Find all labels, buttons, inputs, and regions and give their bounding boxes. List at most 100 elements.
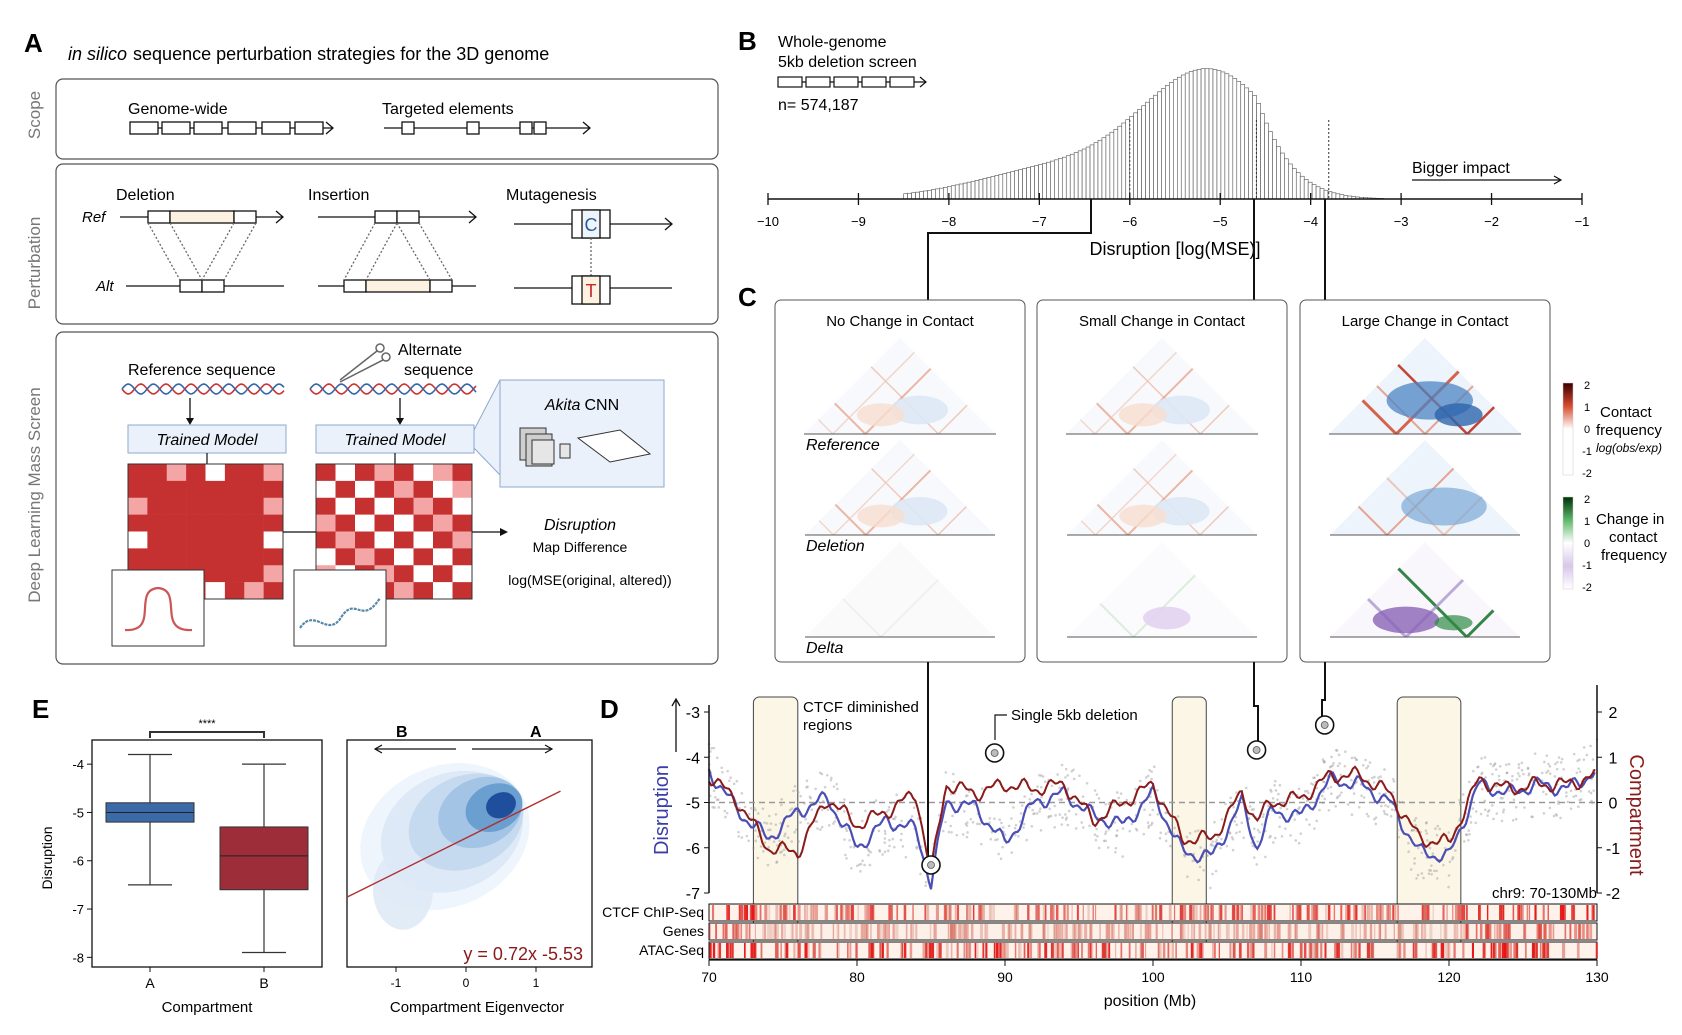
deletion-point — [1262, 813, 1265, 816]
track-signal — [909, 943, 912, 958]
single-deletion-pointer — [994, 714, 1007, 740]
deletion-point — [1585, 753, 1589, 757]
track-signal — [836, 943, 840, 958]
track-signal — [1346, 905, 1350, 920]
track-signal — [804, 943, 808, 958]
track-signal — [781, 924, 784, 939]
deletion-point — [1334, 748, 1338, 752]
compartment-line — [708, 765, 1596, 872]
deletion-point — [759, 845, 763, 848]
track-signal — [1076, 943, 1078, 958]
deletion-point — [823, 785, 827, 789]
deletion-point — [772, 840, 776, 843]
deletion-point — [1344, 750, 1347, 753]
deletion-point — [1569, 789, 1573, 793]
contact-streak — [1357, 505, 1388, 536]
d-ylabel-left: Disruption — [651, 765, 673, 855]
panel-letter-a: A — [24, 28, 43, 58]
row-label-scope: Scope — [25, 91, 44, 139]
track-signal — [872, 943, 874, 958]
deletion-point — [1146, 821, 1150, 824]
track-signal — [1027, 943, 1030, 958]
track-signal — [1576, 943, 1580, 958]
deletion-point — [1209, 843, 1213, 847]
deletion-point — [1527, 773, 1531, 777]
track-signal — [804, 905, 806, 920]
deletion-point — [859, 862, 863, 866]
deletion-point — [1220, 837, 1223, 841]
row-label-perturbation: Perturbation — [25, 217, 44, 310]
contact-map-cell — [147, 514, 168, 532]
contact-map-cell — [374, 480, 395, 499]
track-signal — [1548, 924, 1552, 939]
cb2-title-1: Change in — [1596, 511, 1664, 528]
akita-rest: CNN — [584, 397, 619, 414]
track-signal — [1071, 943, 1075, 958]
track-signal — [1114, 905, 1117, 920]
contact-map-cell — [433, 582, 453, 600]
deletion-point — [1323, 780, 1326, 784]
dna-strand — [121, 383, 285, 395]
track-signal — [1239, 943, 1242, 958]
track-signal — [727, 943, 730, 958]
hist-bar — [1065, 155, 1071, 200]
deletion-point — [749, 806, 753, 810]
track-signal — [1158, 943, 1161, 958]
track-signal — [1291, 943, 1294, 958]
deletion-point — [1467, 838, 1470, 842]
deletion-point — [1382, 809, 1386, 813]
track-signal — [1028, 943, 1030, 958]
deletion-point — [1579, 798, 1583, 801]
track-signal — [1065, 924, 1068, 939]
deletion-point — [1577, 805, 1580, 809]
box-xtick-label: A — [145, 975, 155, 991]
deletion-point — [1125, 798, 1129, 802]
hist-bar — [1224, 73, 1230, 200]
contact-map-cell — [374, 497, 395, 515]
track-label-atac: ATAC-Seq — [639, 942, 704, 958]
track-signal — [935, 905, 940, 920]
deletion-point — [1279, 806, 1282, 810]
deletion-point — [951, 814, 954, 818]
track-signal — [1463, 924, 1465, 939]
deletion-point — [867, 849, 871, 853]
deletion-point — [1547, 762, 1550, 766]
deletion-point — [1135, 829, 1139, 832]
track-signal — [953, 924, 956, 939]
track-signal — [1181, 905, 1185, 920]
deletion-point — [729, 776, 732, 780]
contact-map-cell — [394, 582, 414, 600]
track-signal — [1232, 905, 1236, 920]
track-signal — [1145, 924, 1149, 939]
deletion-point — [1374, 816, 1378, 819]
track-signal — [1027, 905, 1029, 920]
contact-streak — [1096, 503, 1129, 536]
deletion-point — [1544, 792, 1548, 796]
deletion-point — [754, 829, 757, 832]
track-signal — [983, 905, 985, 920]
track-signal — [740, 905, 744, 920]
deletion-point — [1491, 772, 1494, 776]
deletion-point — [1150, 777, 1153, 781]
deletion-point — [820, 772, 824, 776]
deletion-point — [1058, 813, 1062, 816]
contact-map-cell — [413, 548, 434, 566]
deletion-point — [712, 789, 716, 793]
track-signal — [1070, 943, 1072, 958]
track-signal — [1081, 943, 1083, 958]
deletion-point — [1322, 780, 1325, 783]
trained-model-label-2: Trained Model — [344, 432, 446, 449]
track-signal — [1145, 905, 1148, 920]
track-signal — [779, 905, 782, 920]
deletion-point — [1095, 793, 1099, 796]
trained-model-box-1 — [127, 424, 287, 454]
deletion-point — [782, 848, 786, 852]
track-signal — [709, 943, 712, 958]
trained-model-label-1: Trained Model — [156, 432, 258, 449]
deletion-point — [1323, 760, 1326, 763]
track-signal — [1103, 943, 1107, 958]
track-signal — [912, 905, 914, 920]
contact-map-cell — [374, 548, 395, 566]
deletion-point — [1331, 764, 1335, 767]
hist-bar — [1184, 72, 1190, 200]
